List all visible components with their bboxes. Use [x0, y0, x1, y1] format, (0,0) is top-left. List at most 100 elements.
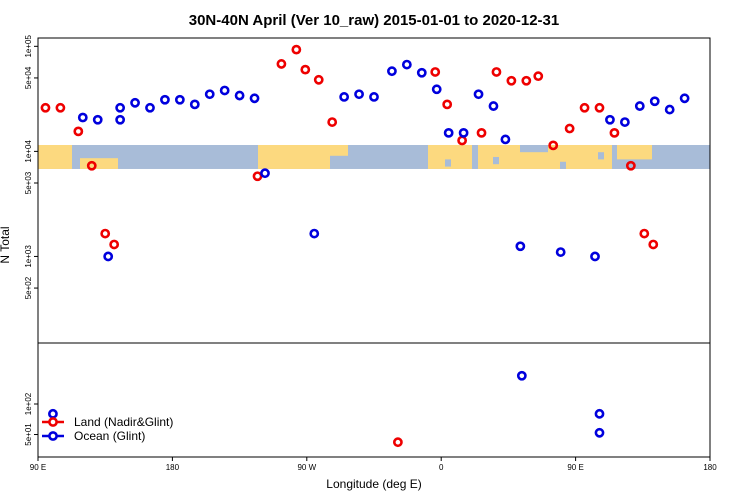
map-ocean-inlet-5	[598, 152, 604, 160]
ocean-point-lower-2	[594, 408, 605, 419]
land-point-upper-24	[609, 127, 620, 138]
ocean-point-upper-0	[77, 112, 88, 123]
map-ocean-inlet-2	[445, 159, 451, 167]
map-land-6	[520, 152, 548, 169]
x-tick-label-4: 90 E	[567, 463, 583, 472]
land-point-upper-4	[100, 228, 111, 239]
panel-frames	[37, 37, 711, 458]
ocean-point-upper-14	[260, 168, 270, 179]
ocean-point-upper-21	[416, 67, 427, 78]
x-axis-label: Longitude (deg E)	[326, 477, 421, 491]
ocean-point-upper-33	[634, 101, 645, 111]
land-point-upper-18	[521, 75, 532, 86]
land-point-upper-1	[55, 102, 66, 113]
land-point-upper-9	[300, 64, 311, 75]
ocean-point-upper-29	[555, 247, 566, 257]
map-ocean-inlet-1	[112, 145, 118, 153]
ocean-point-upper-27	[500, 134, 511, 145]
ocean-point-upper-4	[115, 102, 126, 113]
ocean-point-lower-1	[516, 370, 527, 381]
legend-land-marker	[48, 417, 58, 427]
x-tick-label-5: 180	[703, 463, 717, 472]
ocean-point-upper-19	[387, 66, 397, 77]
map-land-2	[258, 145, 330, 169]
ocean-point-upper-24	[458, 127, 469, 138]
land-point-upper-2	[73, 126, 84, 137]
ocean-point-upper-12	[234, 90, 245, 101]
land-point-lower-0	[392, 437, 403, 448]
ocean-point-upper-7	[160, 94, 170, 105]
land-point-upper-13	[442, 99, 453, 110]
ocean-point-upper-15	[309, 228, 320, 239]
chart-title: 30N-40N April (Ver 10_raw) 2015-01-01 to…	[189, 12, 559, 29]
land-point-upper-21	[564, 123, 575, 134]
ocean-point-upper-25	[473, 89, 484, 100]
upper-y-tick-label-1: 1e+03	[24, 245, 33, 268]
ocean-point-upper-8	[174, 94, 185, 105]
x-tick-label-1: 180	[166, 463, 180, 472]
land-point-upper-27	[648, 239, 659, 250]
ocean-point-lower-0	[48, 408, 58, 419]
ocean-point-upper-9	[189, 99, 200, 110]
ocean-point-upper-2	[103, 251, 114, 262]
ocean-point-upper-31	[605, 114, 615, 125]
land-point-upper-3	[86, 160, 97, 171]
ocean-point-upper-11	[219, 85, 230, 96]
ocean-point-upper-35	[664, 104, 675, 115]
land-point-upper-5	[109, 239, 120, 250]
upper-panel-frame	[37, 37, 711, 344]
legend-ocean-label: Ocean (Glint)	[74, 429, 145, 443]
x-tick-label-3: 0	[439, 463, 444, 472]
axis-ticks: 90 E 180 90 W 0 90 E 180 5e+02 1e+03 5e+03 1e+04 5…	[24, 35, 717, 472]
lower-y-tick-label-0: 5e+01	[24, 423, 33, 446]
land-point-upper-10	[313, 74, 324, 85]
ocean-point-upper-23	[443, 127, 454, 138]
land-point-upper-0	[40, 102, 51, 113]
upper-y-tick-label-3: 1e+04	[24, 140, 33, 163]
land-point-upper-15	[476, 127, 487, 138]
map-land-1	[80, 158, 118, 169]
x-tick-label-2: 90 W	[297, 463, 316, 472]
lower-y-tick-label-1: 1e+02	[24, 392, 33, 415]
map-land-0	[38, 145, 72, 169]
x-tick-label-0: 90 E	[30, 463, 46, 472]
land-point-upper-25	[625, 160, 636, 171]
ocean-point-upper-3	[115, 114, 126, 125]
ocean-point-upper-16	[339, 92, 350, 102]
lower-panel-frame	[37, 342, 711, 458]
land-point-upper-6	[252, 171, 263, 182]
land-point-upper-22	[579, 102, 590, 113]
upper-y-tick-label-2: 5e+03	[24, 171, 33, 194]
land-point-upper-17	[506, 75, 517, 86]
map-ocean-inlet-0	[95, 149, 101, 157]
legend-land-label: Land (Nadir&Glint)	[74, 415, 173, 429]
y-axis-label: N Total	[0, 226, 12, 263]
legend: Land (Nadir&Glint)Ocean (Glint)	[42, 415, 173, 443]
ocean-point-upper-5	[130, 97, 140, 108]
ocean-point-upper-28	[515, 241, 526, 252]
map-ocean-inlet-4	[560, 161, 566, 169]
upper-y-tick-label-4: 5e+04	[24, 66, 33, 89]
ocean-point-upper-26	[488, 101, 499, 111]
map-land-3	[330, 145, 348, 156]
map-land-8	[617, 145, 652, 160]
ocean-point-upper-10	[204, 89, 215, 100]
ocean-point-upper-18	[369, 92, 379, 102]
ocean-point-upper-32	[619, 117, 630, 127]
ocean-point-upper-1	[92, 114, 103, 125]
upper-y-tick-label-0: 5e+02	[24, 276, 33, 299]
data-points	[40, 44, 690, 448]
map-land-4	[428, 145, 472, 169]
land-point-upper-26	[639, 228, 650, 239]
ocean-point-upper-17	[354, 89, 364, 100]
land-point-upper-19	[533, 71, 544, 82]
ocean-point-upper-30	[590, 251, 600, 262]
land-point-upper-7	[276, 59, 287, 69]
land-point-upper-12	[430, 67, 441, 77]
ocean-point-upper-36	[679, 93, 690, 104]
land-point-upper-23	[594, 102, 605, 113]
land-point-upper-16	[491, 67, 502, 77]
land-point-upper-8	[291, 44, 302, 55]
ocean-point-upper-22	[431, 84, 442, 95]
